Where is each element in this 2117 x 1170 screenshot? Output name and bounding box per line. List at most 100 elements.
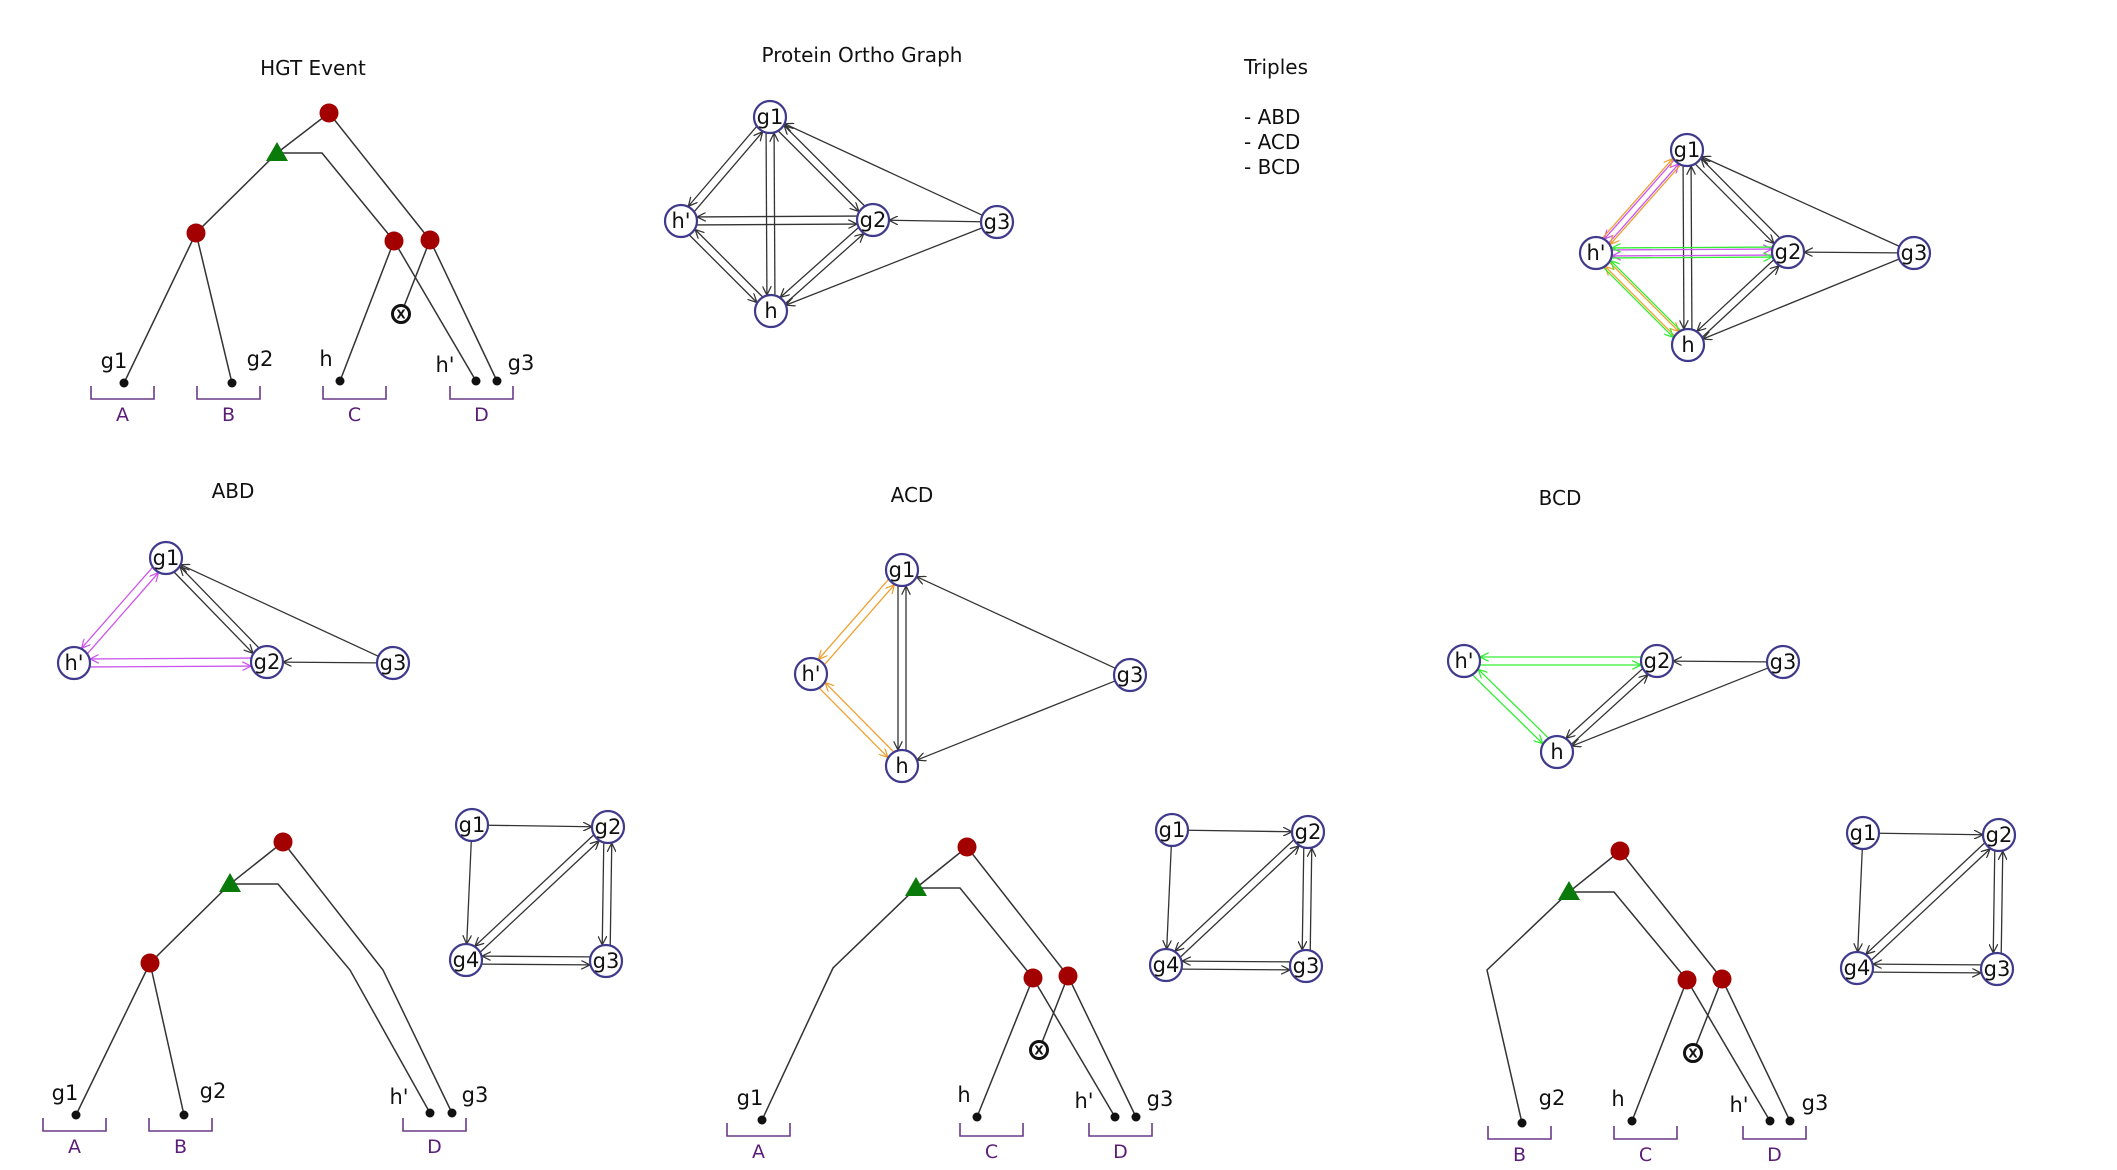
combined-node-g1 — [1669, 132, 1705, 168]
hgt-tree-label-g3: g3 — [508, 351, 535, 375]
bcd-node-g2-label: g2 — [1644, 649, 1671, 673]
ortho-graph-title: Protein Ortho Graph — [762, 43, 963, 67]
triple-item-abd: - ABD — [1244, 105, 1300, 129]
abd-square-node-g3-label: g3 — [593, 949, 620, 973]
ortho-node-g1 — [752, 99, 788, 135]
abd-node-g1 — [148, 540, 184, 576]
combined-edge-g3-g1 — [1702, 157, 1900, 247]
abd-square-edge-g4-g3-back — [482, 956, 591, 957]
bcd-tree-branch-g3 — [1619, 850, 1791, 1122]
hgt-tree-species-c-label: C — [348, 404, 361, 426]
acd-tree-species-c-label: C — [985, 1141, 998, 1163]
abd-square-node-g1 — [454, 807, 490, 843]
acd-square-node-g2 — [1290, 814, 1326, 850]
triple-item-acd: - ACD — [1244, 130, 1300, 154]
abd-tree-leaf-hp — [425, 1108, 435, 1118]
ortho-edge-g2-h-back — [785, 234, 864, 304]
hgt-tree-gene-loss — [391, 304, 411, 324]
abd-tree-species-a-label: A — [68, 1136, 81, 1158]
abd-edge-g3-g2 — [283, 662, 378, 663]
acd-tree-branch-g1 — [761, 846, 968, 1121]
bcd-edge-g2-h-fwd — [1566, 668, 1643, 738]
bcd-tree-branch-g2 — [1486, 850, 1621, 1124]
combined-node-hp-label: h' — [1586, 241, 1605, 265]
bcd-tree-speciation-c — [1677, 970, 1697, 990]
acd-square-node-g1 — [1154, 812, 1190, 848]
abd-square-edge-g4-g3-fwd — [481, 964, 590, 965]
bcd-square-node-g1 — [1845, 815, 1881, 851]
hgt-tree-branch-g2 — [195, 232, 233, 384]
ortho-edge-g3-h — [786, 227, 983, 305]
combined-edge-g1-g2-fwd — [1694, 163, 1773, 243]
abd-tree-root-speciation — [273, 832, 293, 852]
abd-tree-leaf-g2 — [179, 1110, 189, 1120]
acd-tree-transfer-event — [905, 877, 927, 896]
acd-tree-leaf-hp — [1110, 1112, 1120, 1122]
combined-node-hp — [1578, 235, 1614, 271]
acd-edge-g3-g1 — [917, 577, 1116, 669]
combined-edge-hp-g2-abd-a — [1611, 249, 1772, 250]
bcd-node-h-label: h — [1550, 740, 1563, 764]
acd-node-g1-label: g1 — [889, 558, 916, 582]
abd-square-node-g2 — [590, 809, 626, 845]
hgt-tree-species-c-bracket — [322, 386, 387, 400]
hgt-tree-leaf-g3 — [492, 376, 502, 386]
bcd-tree-speciation-d — [1712, 969, 1732, 989]
abd-tree-label-g3: g3 — [462, 1083, 489, 1107]
triple-item-bcd: - BCD — [1244, 155, 1300, 179]
bcd-title: BCD — [1539, 486, 1582, 510]
abd-node-g1-label: g1 — [153, 546, 180, 570]
abd-node-g3-label: g3 — [380, 651, 407, 675]
abd-square-edge-g2-g4-fwd — [475, 834, 595, 946]
bcd-tree-label-g3: g3 — [1802, 1091, 1829, 1115]
hgt-tree-branch-h — [277, 152, 395, 382]
combined-node-g2 — [1770, 234, 1806, 270]
combined-node-g3-label: g3 — [1901, 241, 1928, 265]
bcd-tree-label-h: h — [1611, 1087, 1624, 1111]
bcd-tree-species-d-bracket — [1742, 1126, 1807, 1140]
hgt-event-title: HGT Event — [260, 56, 366, 80]
abd-node-hp-label: h' — [64, 651, 83, 675]
acd-title: ACD — [891, 483, 934, 507]
combined-node-g2-label: g2 — [1775, 240, 1802, 264]
abd-square-node-g4 — [448, 942, 484, 978]
ortho-edge-g1-hp-back — [693, 132, 762, 212]
abd-tree-species-b-bracket — [148, 1118, 213, 1132]
hgt-tree-label-g2: g2 — [247, 347, 274, 371]
acd-square-edge-g4-g3-fwd — [1181, 969, 1290, 970]
abd-tree-label-hp: h' — [389, 1085, 408, 1109]
bcd-node-g2 — [1639, 643, 1675, 679]
abd-edge-hp-g2-fwd — [90, 666, 251, 667]
abd-tree-branch-g1 — [75, 841, 284, 1116]
combined-edge-hp-g1-abd-a — [1608, 164, 1679, 244]
combined-edge-g1-g2-back — [1701, 159, 1781, 239]
acd-node-g1 — [884, 552, 920, 588]
combined-edge-g2-h-back — [1701, 266, 1779, 338]
bcd-tree-species-c-bracket — [1613, 1126, 1678, 1140]
hgt-tree-species-d-bracket — [449, 386, 514, 400]
acd-tree-label-g3: g3 — [1147, 1087, 1174, 1111]
hgt-tree-leaf-hp — [471, 376, 481, 386]
bcd-square-edge-g4-g3-fwd — [1872, 972, 1981, 973]
combined-node-g3 — [1896, 235, 1932, 271]
hgt-tree-species-a-label: A — [116, 404, 129, 426]
bcd-tree-branch-lost — [1692, 978, 1723, 1054]
bcd-node-hp-label: h' — [1454, 649, 1473, 673]
ortho-node-h — [753, 293, 789, 329]
combined-edge-hp-h-bcd-b — [1611, 261, 1681, 331]
bcd-tree-species-c-label: C — [1639, 1144, 1652, 1166]
bcd-square-edge-g2-g3-back — [2001, 851, 2003, 954]
acd-edge-hp-h-back — [825, 683, 895, 753]
abd-node-g2 — [249, 644, 285, 680]
hgt-tree-species-a-bracket — [90, 386, 155, 400]
abd-tree-transfer-event — [219, 873, 241, 892]
bcd-edge-g2-h-back — [1571, 675, 1648, 745]
acd-node-g3-label: g3 — [1117, 663, 1144, 687]
combined-edge-hp-g1-abd-b — [1604, 159, 1675, 239]
abd-tree-branch-hp — [230, 883, 431, 1114]
hgt-tree-branch-lost — [400, 239, 431, 315]
acd-square-node-g4-label: g4 — [1153, 953, 1180, 977]
combined-edge-g3-h — [1703, 258, 1900, 339]
ortho-edge-g1-g2-back — [784, 125, 865, 207]
hgt-tree-root-speciation — [319, 103, 339, 123]
